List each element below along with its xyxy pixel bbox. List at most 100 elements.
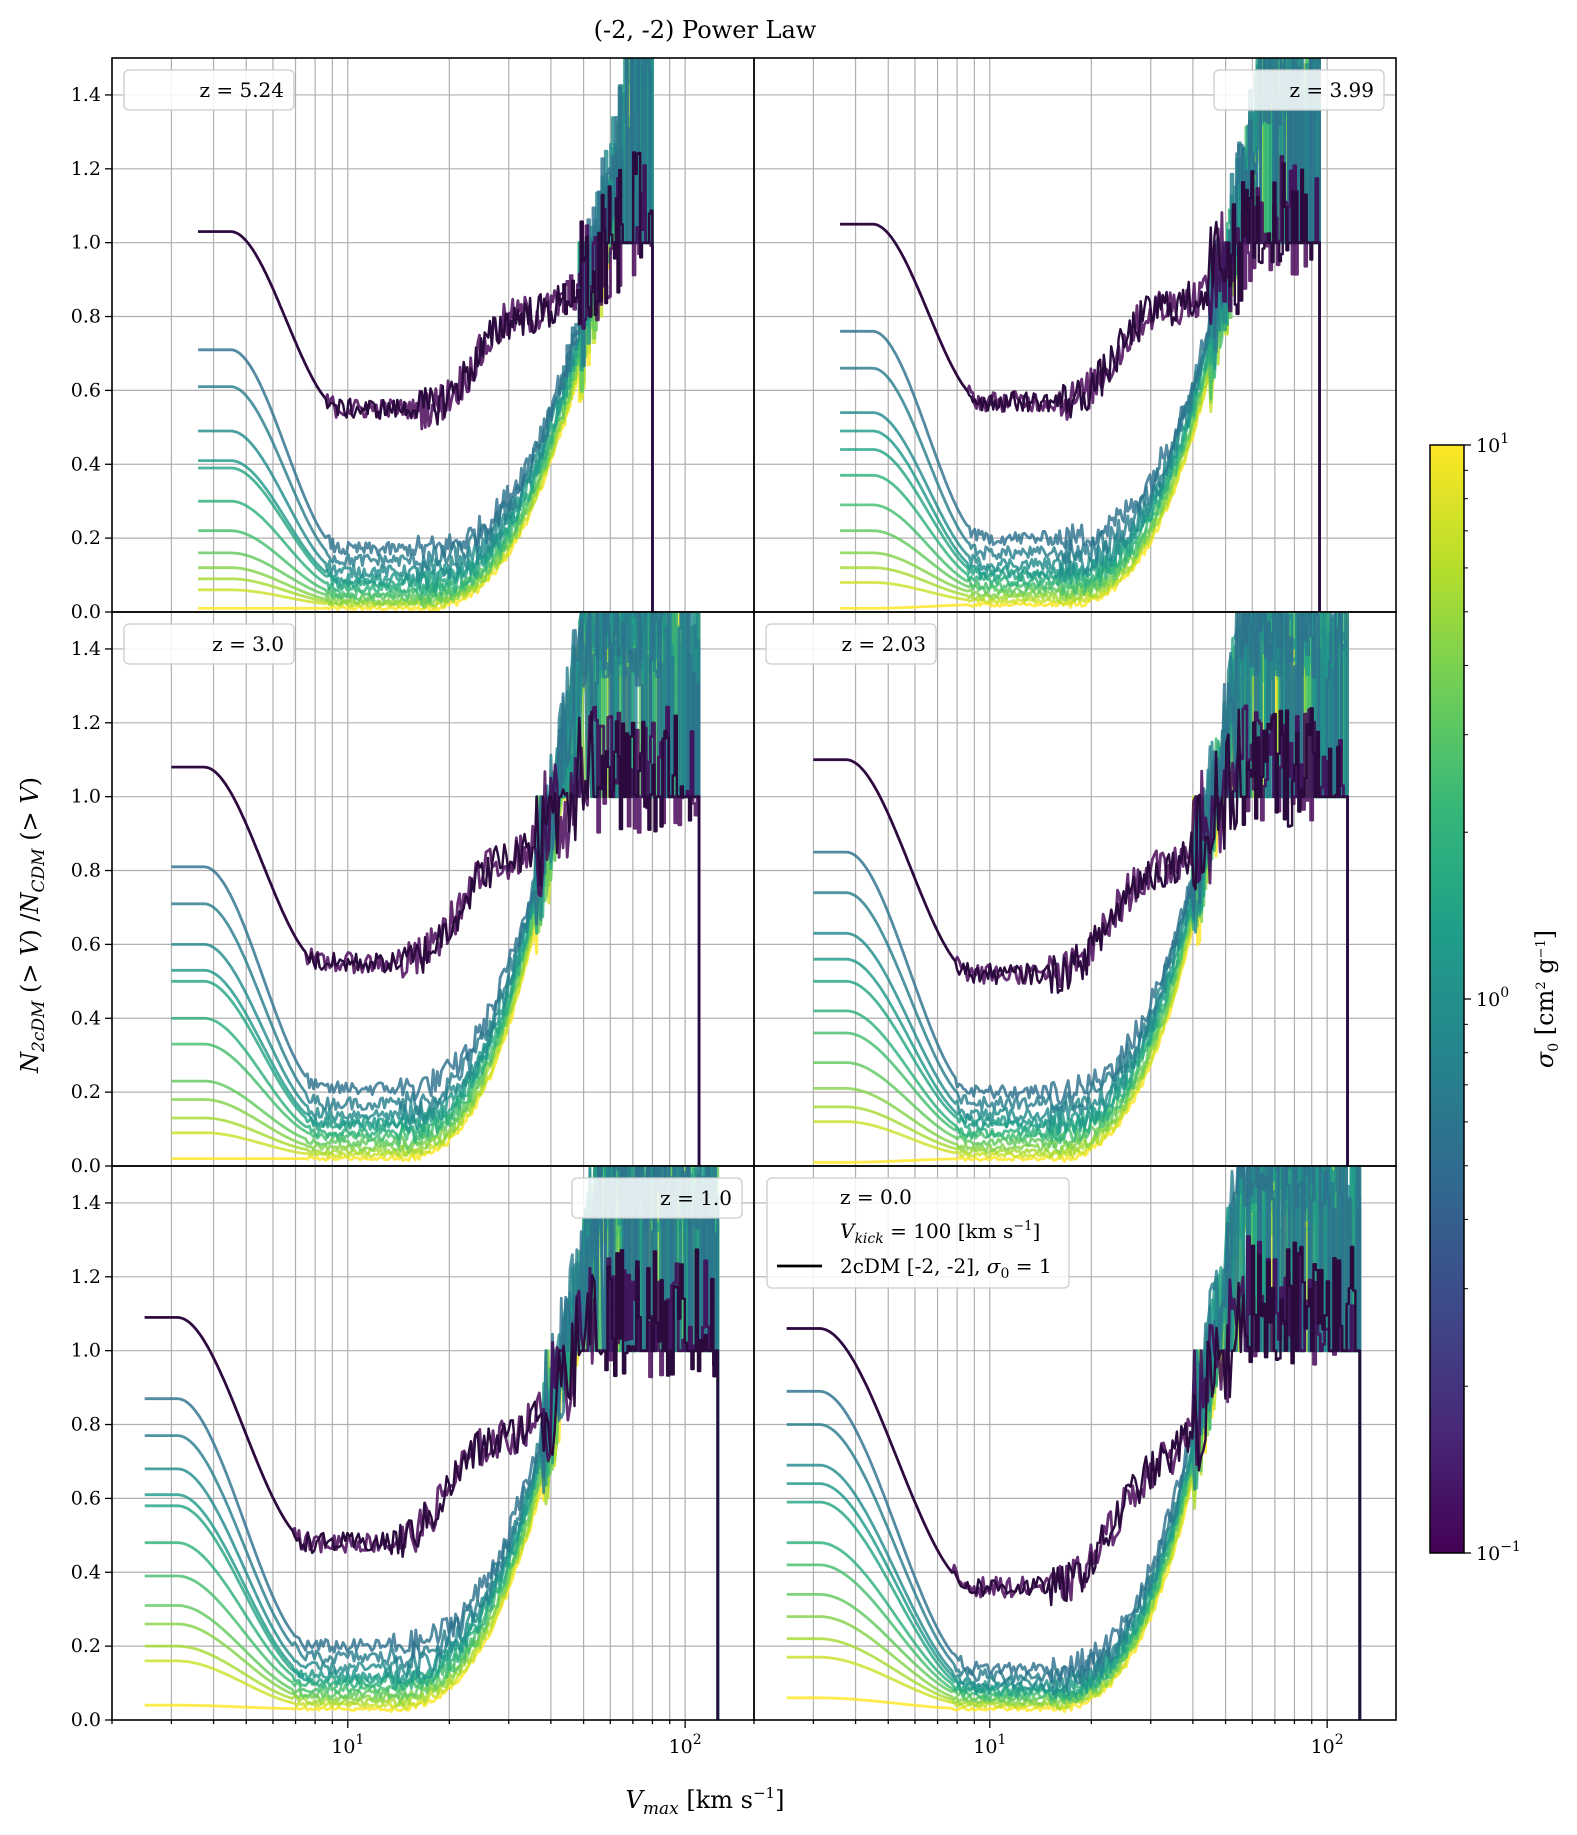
panel-z-3: 0.0 0.2 0.4 0.6 0.8 1.0 1.2 1.4 z = 3.0: [71, 611, 755, 1177]
legend-box: z = 0.0 Vkick = 100 [km s−1] 2cDM [-2, -2]…: [766, 1177, 1070, 1289]
y-tick-label: 0.0: [71, 1709, 101, 1731]
legend-entry-vkick: Vkick = 100 [km s−1]: [840, 1219, 1040, 1247]
x-tick-label: 101: [973, 1732, 1006, 1758]
y-tick-label: 1.0: [71, 1340, 101, 1362]
y-tick-label: 1.0: [71, 232, 101, 254]
series-line-sigma-0.1: [813, 704, 1349, 1166]
series-line-sigma-0.72: [171, 612, 701, 1166]
series-line-sigma-0.1: [786, 1241, 1361, 1720]
series-line-sigma-0.56: [198, 58, 654, 612]
series-group: [171, 612, 701, 1166]
series-line-sigma-0.1: [144, 1248, 719, 1720]
series-line-sigma-0.56: [144, 1166, 720, 1720]
series-group: [840, 58, 1321, 612]
legend-redshift: z = 0.0: [840, 1185, 912, 1209]
series-group: [786, 1166, 1362, 1720]
legend-box: z = 3.0: [123, 623, 295, 665]
y-tick-label: 1.4: [71, 638, 101, 660]
y-tick-label: 0.4: [71, 453, 101, 475]
series-line-sigma-0.1: [171, 710, 701, 1166]
x-tick-label: 102: [1311, 1732, 1344, 1758]
y-tick-label: 0.0: [71, 601, 101, 623]
y-tick-label: 0.8: [71, 1414, 101, 1436]
series-line-sigma-5.4: [144, 1166, 720, 1720]
y-tick-label: 0.4: [71, 1007, 101, 1029]
y-tick-label: 0.6: [71, 379, 101, 401]
series-group: [813, 612, 1349, 1166]
colorbar-label-mid: 100: [1476, 985, 1509, 1011]
x-tick-label: 101: [331, 1732, 364, 1758]
legend-redshift: z = 3.99: [1289, 78, 1374, 102]
series-line-sigma-0.72: [813, 612, 1349, 1166]
panel-frame: [111, 57, 755, 613]
legend-redshift: z = 2.03: [841, 632, 926, 656]
axis-labels: Vmax [km s−1] N2cDM (> V) /NCDM (> V): [16, 777, 784, 1819]
legend-box: z = 1.0: [571, 1177, 743, 1219]
series-line-sigma-0.93: [171, 612, 701, 1166]
legend-box: z = 2.03: [765, 623, 937, 665]
colorbar-title: σ0 [cm2 g−1]: [1531, 930, 1562, 1068]
series-line-sigma-1.9: [144, 1166, 720, 1720]
legend-frame: [123, 623, 295, 665]
series-line-sigma-2.5: [813, 612, 1349, 1166]
y-tick-label: 0.2: [71, 1081, 101, 1103]
y-tick-label: 0.6: [71, 1487, 101, 1509]
series-line-sigma-0.1: [198, 151, 654, 612]
y-tick-label: 0.2: [71, 527, 101, 549]
series-group: [198, 58, 654, 612]
legend-box: z = 3.99: [1213, 69, 1385, 111]
series-group: [144, 1166, 720, 1720]
legend-redshift: z = 5.24: [199, 78, 284, 102]
ticks: 0.0 0.2 0.4 0.6 0.8 1.0 1.2 1.4: [71, 638, 112, 1177]
legend-box: z = 5.24: [123, 69, 295, 111]
y-tick-label: 1.4: [71, 1192, 101, 1214]
legend-frame: [765, 623, 937, 665]
panels-group: 0.0 0.2 0.4 0.6 0.8 1.0 1.2 1.4 z = 5.24 z = 3.99…: [71, 57, 1397, 1758]
legend-frame: [1213, 69, 1385, 111]
panel-z-5.24: 0.0 0.2 0.4 0.6 0.8 1.0 1.2 1.4 z = 5.24: [71, 57, 755, 623]
y-tick-label: 1.2: [71, 1266, 101, 1288]
panel-z-2.03: z = 2.03: [753, 611, 1397, 1167]
y-tick-label: 0.6: [71, 933, 101, 955]
y-tick-label: 0.2: [71, 1635, 101, 1657]
colorbar-minor-ticks: [1464, 469, 1468, 1387]
colorbar-gradient: [1429, 444, 1465, 1554]
ticks: 0.0 0.2 0.4 0.6 0.8 1.0 1.2 1.4: [71, 84, 112, 623]
y-tick-label: 1.2: [71, 158, 101, 180]
y-tick-label: 0.8: [71, 306, 101, 328]
y-tick-label: 1.0: [71, 786, 101, 808]
series-line-sigma-1.5: [786, 1166, 1362, 1720]
panel-z-1: 0.0 0.2 0.4 0.6 0.8 1.0 1.2 1.4 101 102 z = 1.0: [71, 1165, 755, 1758]
panel-z-3.99: z = 3.99: [753, 57, 1397, 613]
colorbar: 101 100 10−1 σ0 [cm2 g−1]: [1429, 431, 1562, 1565]
legend-entry-2cdm: 2cDM [-2, -2], σ0 = 1: [840, 1254, 1052, 1282]
x-axis-label: Vmax [km s−1]: [626, 1784, 785, 1819]
legend-redshift: z = 3.0: [212, 632, 284, 656]
series-line-sigma-0.56: [171, 612, 701, 1166]
y-axis-label: N2cDM (> V) /NCDM (> V): [16, 777, 49, 1074]
series-line-sigma-0.56: [786, 1166, 1362, 1720]
ticks: 0.0 0.2 0.4 0.6 0.8 1.0 1.2 1.4 101 102: [71, 1192, 702, 1758]
legend-frame: [123, 69, 295, 111]
ticks: 101 102: [753, 1720, 1344, 1758]
series-line-sigma-4.2: [171, 612, 701, 1166]
legend-redshift: z = 1.0: [660, 1186, 732, 1210]
grid: [111, 58, 754, 612]
y-tick-label: 0.0: [71, 1155, 101, 1177]
legend-frame: [766, 1177, 1070, 1289]
colorbar-label-bottom: 10−1: [1476, 1539, 1521, 1565]
series-line-sigma-0.1: [840, 162, 1321, 612]
panel-z-0: 101 102 z = 0.0 Vkick = 100 [km s−1] 2cDM [-…: [753, 1165, 1397, 1758]
legend-frame: [571, 1177, 743, 1219]
y-tick-label: 0.8: [71, 860, 101, 882]
y-tick-label: 1.2: [71, 712, 101, 734]
panel-frame: [753, 1165, 1397, 1721]
y-tick-label: 0.4: [71, 1561, 101, 1583]
colorbar-label-top: 101: [1476, 431, 1509, 457]
y-tick-label: 1.4: [71, 84, 101, 106]
x-tick-label: 102: [669, 1732, 702, 1758]
series-line-sigma-0.93: [840, 58, 1321, 612]
series-line-sigma-0.1: [813, 707, 1349, 1166]
series-line-sigma-0.72: [786, 1166, 1362, 1720]
